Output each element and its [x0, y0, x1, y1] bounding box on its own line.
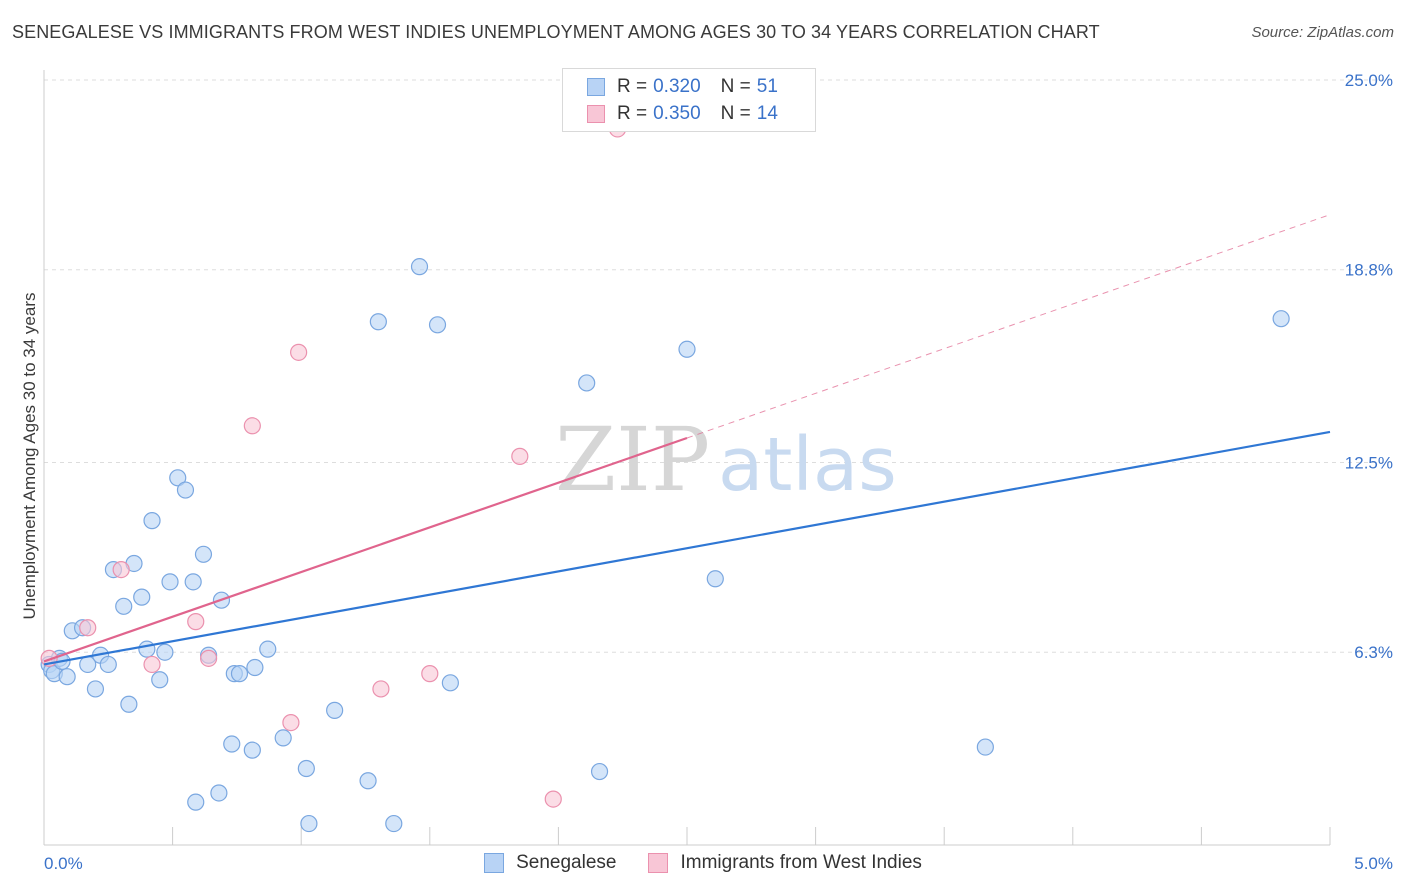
correlation-legend: R = 0.320 N = 51 R = 0.350 N = 14 [562, 68, 816, 132]
r-value: 0.320 [653, 76, 701, 97]
west-indies-point [243, 417, 261, 435]
source-label: Source: ZipAtlas.com [1251, 24, 1394, 41]
senegalese-point [385, 814, 403, 833]
senegalese-point [259, 640, 277, 658]
data-points [40, 120, 1290, 833]
senegalese-point [99, 655, 117, 674]
senegalese-point [86, 680, 105, 698]
senegalese-point [976, 738, 994, 756]
senegalese-point [161, 573, 179, 591]
west-indies-point [282, 713, 300, 732]
senegalese-point [115, 597, 133, 615]
senegalese-point [223, 735, 241, 753]
senegalese-point [210, 784, 228, 802]
senegalese-point [246, 658, 264, 677]
senegalese-point [326, 701, 344, 719]
senegalese-point [243, 741, 261, 759]
n-label: N = [720, 76, 751, 97]
senegalese-point [151, 671, 169, 689]
senegalese-point [156, 643, 174, 661]
west-indies-trend-line [43, 436, 688, 663]
senegalese-point [578, 374, 596, 392]
legend-label: Senegalese [516, 852, 617, 873]
y-tick-label: 25.0% [1345, 71, 1393, 90]
senegalese-point [138, 640, 156, 658]
n-label: N = [720, 103, 751, 124]
west-indies-swatch [648, 853, 669, 873]
r-value: 0.350 [653, 103, 701, 124]
series-legend: Senegalese Immigrants from West Indies [0, 852, 1406, 874]
axes [43, 70, 1331, 846]
y-tick-label: 18.8% [1345, 261, 1393, 280]
west-indies-trend-extension [686, 214, 1331, 439]
west-indies-swatch [587, 105, 605, 123]
legend-item-west-indies[interactable]: Immigrants from West Indies [648, 852, 922, 874]
legend-item-senegalese[interactable]: Senegalese [484, 852, 616, 874]
legend-label: Immigrants from West Indies [680, 852, 922, 873]
senegalese-point [441, 674, 459, 692]
senegalese-point [58, 668, 76, 686]
trend-lines [43, 214, 1331, 666]
senegalese-swatch [587, 78, 605, 96]
senegalese-point [133, 588, 151, 606]
r-label: R = [617, 76, 648, 97]
senegalese-point [120, 695, 138, 713]
senegalese-point [297, 759, 315, 778]
west-indies-point [112, 560, 130, 579]
legend-row-west-indies: R = 0.350 N = 14 [587, 101, 778, 127]
senegalese-point [184, 573, 202, 591]
west-indies-point [200, 649, 218, 667]
senegalese-point [1272, 310, 1290, 328]
y-tick-label: 6.3% [1354, 643, 1393, 662]
y-tick-label: 12.5% [1345, 454, 1393, 473]
west-indies-point [372, 680, 390, 698]
west-indies-point [290, 343, 308, 361]
chart-title: SENEGALESE VS IMMIGRANTS FROM WEST INDIE… [12, 22, 1100, 42]
senegalese-swatch [484, 853, 505, 873]
senegalese-point [176, 481, 195, 499]
legend-row-senegalese: R = 0.320 N = 51 [587, 74, 778, 100]
x-tick-label: 0.0% [44, 854, 83, 873]
tick-labels: 6.3% 12.5% 18.8% 25.0% 0.0% 5.0% [44, 71, 1393, 873]
watermark-atlas: atlas [718, 422, 897, 508]
n-value: 51 [756, 76, 778, 97]
senegalese-point [230, 665, 249, 683]
senegalese-point [194, 545, 213, 563]
senegalese-point [143, 512, 161, 530]
west-indies-point [143, 655, 161, 674]
west-indies-point [544, 790, 562, 808]
senegalese-point [678, 340, 696, 358]
senegalese-point [428, 316, 447, 334]
senegalese-point [359, 772, 377, 790]
r-label: R = [617, 103, 648, 124]
senegalese-point [274, 729, 292, 747]
senegalese-point [300, 814, 318, 833]
senegalese-point [706, 570, 724, 588]
n-value: 14 [756, 103, 778, 124]
west-indies-point [421, 665, 439, 683]
senegalese-point [369, 313, 387, 331]
watermark-zip: ZIP [555, 408, 710, 511]
gridlines [44, 79, 1395, 653]
watermark: ZIP atlas [555, 408, 897, 511]
x-tick-label: 5.0% [1354, 854, 1393, 873]
senegalese-trend-line [43, 430, 1331, 666]
west-indies-point [187, 613, 205, 631]
senegalese-point [169, 469, 187, 487]
west-indies-point [79, 619, 97, 637]
senegalese-point [187, 793, 205, 811]
senegalese-point [410, 258, 429, 276]
west-indies-point [511, 447, 529, 465]
senegalese-point [590, 762, 609, 781]
